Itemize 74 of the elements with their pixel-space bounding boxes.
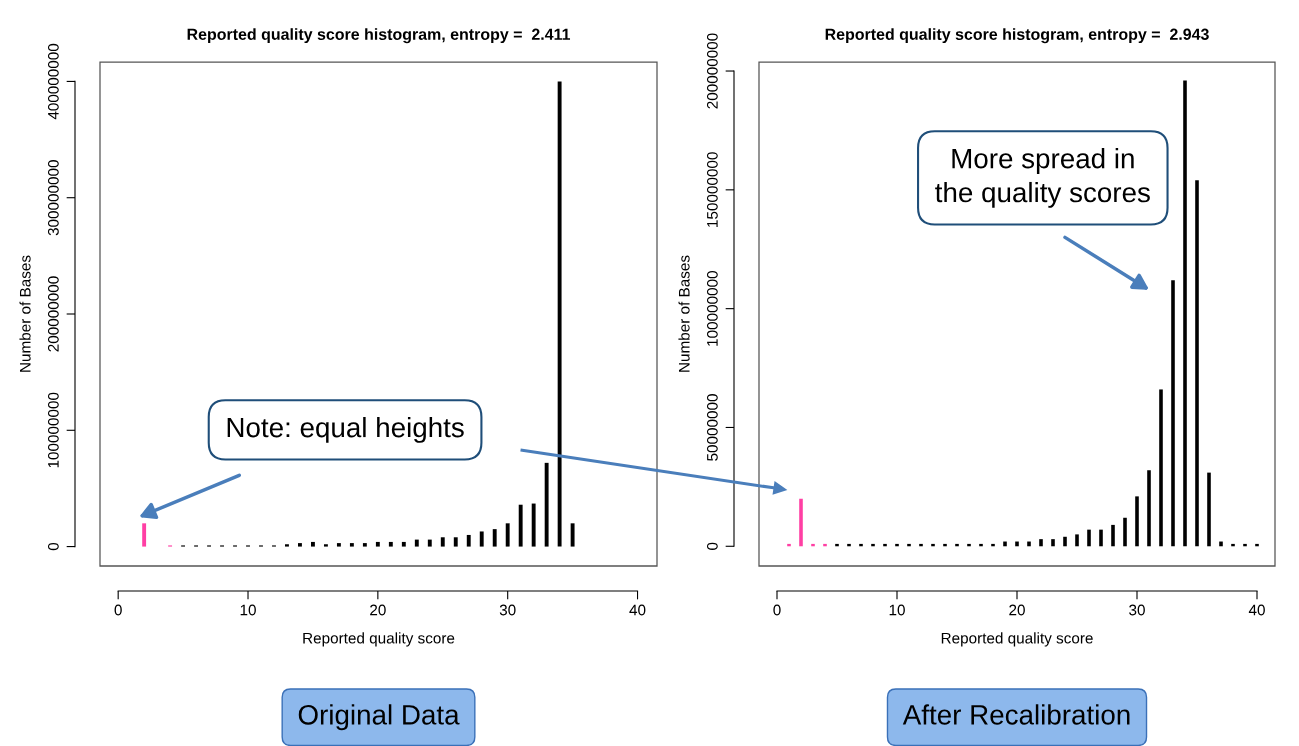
bar — [362, 543, 367, 547]
x-tick-label: 20 — [370, 604, 386, 616]
x-tick-label: 20 — [1009, 604, 1025, 616]
bar — [544, 462, 549, 547]
bar — [1159, 389, 1163, 547]
bar — [427, 539, 432, 547]
bar — [336, 543, 341, 547]
y-tick-label: 100000000 — [706, 271, 718, 346]
bar — [1039, 539, 1043, 547]
y-tick-label: 300000000 — [47, 160, 59, 236]
y-tick-label: 200000000 — [47, 276, 59, 352]
y-tick-label: 50000000 — [706, 394, 718, 461]
x-tick-label: 30 — [499, 604, 516, 616]
bar — [1051, 539, 1055, 547]
chart-title: Reported quality score histogram, entropy = 2.943 — [825, 28, 1209, 44]
bar — [1219, 541, 1223, 547]
bar — [375, 541, 380, 547]
bar — [466, 534, 471, 547]
x-axis-title: Reported quality score — [303, 632, 455, 647]
x-tick-label: 40 — [629, 604, 646, 616]
bar — [570, 523, 575, 547]
bar — [1015, 541, 1019, 547]
y-tick-label: 400000000 — [47, 43, 59, 120]
x-tick-label: 10 — [240, 604, 256, 616]
bar — [1099, 529, 1103, 547]
bar — [1123, 517, 1127, 547]
bar — [1195, 180, 1199, 547]
bar — [505, 523, 510, 547]
bar — [1147, 470, 1151, 547]
x-axis-title: Reported quality score — [941, 632, 1093, 647]
x-tick-label: 10 — [889, 604, 905, 616]
y-axis-title: Number of Bases — [678, 255, 690, 372]
bar — [1111, 524, 1115, 547]
bar — [1135, 496, 1139, 547]
x-tick-label: 0 — [114, 604, 122, 616]
bar — [1003, 541, 1007, 547]
text: After Recalibration — [902, 704, 1130, 725]
chart-title: Reported quality score histogram, entropy = 2.411 — [187, 28, 571, 44]
bar — [440, 537, 445, 547]
bar — [142, 523, 147, 547]
bar — [557, 81, 562, 547]
bar — [1075, 534, 1079, 547]
bar — [531, 503, 536, 547]
bar — [401, 541, 406, 547]
bar — [518, 504, 523, 547]
bar — [310, 541, 315, 547]
bar — [298, 543, 302, 547]
bar — [285, 544, 289, 547]
text: Original Data — [298, 704, 460, 731]
bar — [1207, 472, 1211, 547]
y-axis-title: Number of Bases — [19, 255, 31, 372]
y-tick-label: 150000000 — [706, 152, 718, 227]
y-tick-label: 100000000 — [47, 392, 59, 468]
bar — [492, 529, 497, 547]
y-tick-label: 0 — [706, 542, 718, 550]
x-tick-label: 30 — [1129, 604, 1145, 616]
bar — [349, 543, 354, 547]
x-tick-label: 0 — [773, 604, 781, 616]
bar — [453, 537, 458, 547]
bar — [1171, 280, 1175, 547]
bar — [479, 531, 484, 547]
annotation: Note: equal heights — [227, 416, 464, 443]
bar — [323, 544, 328, 547]
bar — [799, 498, 803, 547]
bar — [414, 539, 419, 547]
bar — [1027, 541, 1031, 547]
bar — [388, 541, 393, 547]
bar — [1087, 529, 1091, 547]
bar — [1063, 536, 1067, 547]
y-tick-label: 0 — [47, 542, 59, 551]
x-tick-label: 40 — [1248, 604, 1265, 616]
annotation: More spread in the quality scores — [935, 148, 1150, 208]
bar — [1183, 80, 1187, 547]
y-tick-label: 200000000 — [706, 33, 718, 109]
